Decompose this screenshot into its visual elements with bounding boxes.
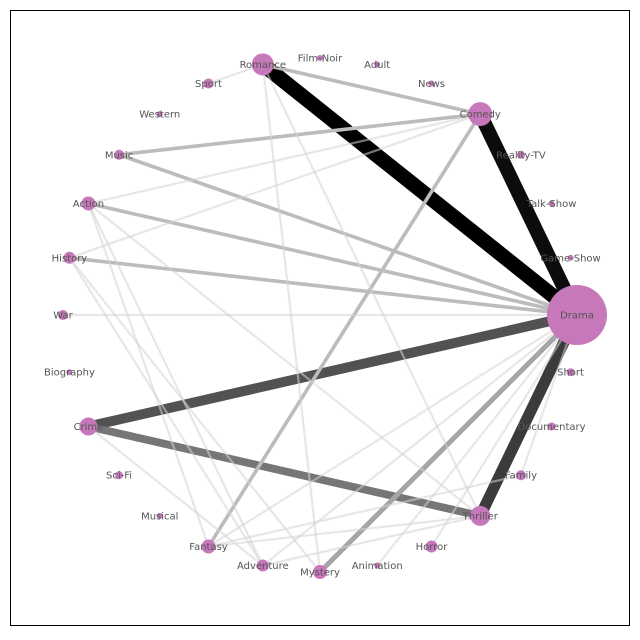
node-music (114, 149, 125, 160)
edge-fantasy-family (208, 474, 522, 548)
node-label-music: Music (105, 150, 133, 161)
edge-romance-comedy (262, 62, 481, 116)
node-label-romance: Romance (240, 60, 286, 71)
node-label-sci-fi: Sci-Fi (106, 471, 132, 482)
node-label-reality-tv: Reality-TV (496, 150, 546, 161)
node-sport (203, 78, 214, 89)
edge-history-adventure (68, 257, 264, 567)
node-mystery (313, 565, 327, 579)
node-documentary (547, 422, 556, 431)
node-fantasy (201, 539, 216, 554)
node-label-documentary: Documentary (518, 422, 586, 433)
node-adventure (256, 559, 269, 572)
node-label-animation: Animation (352, 561, 403, 572)
node-family (515, 470, 526, 481)
node-musical (156, 512, 163, 519)
edge-crime-adventure (87, 425, 264, 567)
edge-layer (63, 58, 584, 574)
edge-drama-comedy (473, 111, 584, 319)
edge-drama-music (118, 153, 578, 317)
edge-comedy-history (69, 113, 481, 259)
node-label-thriller: Thriller (462, 511, 499, 522)
node-label-history: History (52, 253, 88, 264)
node-sci-fi (115, 471, 124, 480)
edge-comedy-fantasy (206, 113, 482, 548)
node-animation (374, 562, 381, 569)
node-horror (425, 540, 438, 553)
node-label-biography: Biography (44, 368, 95, 379)
node-label-adult: Adult (364, 60, 390, 71)
node-label-drama: Drama (560, 311, 594, 322)
node-biography (66, 369, 73, 376)
node-label-talk-show: Talk-Show (526, 199, 577, 210)
edge-comedy-music (118, 112, 481, 157)
node-label-western: Western (139, 110, 180, 121)
node-thriller (470, 505, 491, 526)
edge-romance-mystery (261, 64, 322, 573)
node-label-family: Family (505, 471, 537, 482)
node-label-game-show: Game-Show (540, 253, 600, 264)
node-label-mystery: Mystery (300, 568, 340, 579)
edge-drama-horror (430, 314, 578, 548)
label-layer: Drama Short Documentary Family Thriller Horro… (44, 54, 601, 579)
edge-history-mystery (68, 257, 321, 573)
edge-adventure-thriller (262, 514, 481, 567)
node-label-sport: Sport (195, 79, 222, 90)
node-action (81, 196, 96, 211)
node-label-short: Short (557, 368, 584, 379)
edge-action-thriller (87, 202, 481, 517)
node-label-action: Action (73, 199, 104, 210)
node-film-noir (317, 55, 323, 61)
node-label-adventure: Adventure (237, 561, 289, 572)
node-war (58, 310, 68, 320)
edge-drama-romance (258, 58, 582, 321)
edge-romance-thriller (261, 63, 482, 517)
edge-action-fantasy (87, 203, 210, 547)
edge-drama-history (69, 256, 578, 317)
edge-drama-crime (87, 310, 579, 432)
edge-comedy-action (88, 112, 481, 205)
edge-fantasy-thriller (208, 514, 481, 548)
node-crime (79, 417, 98, 436)
node-short (566, 368, 575, 377)
node-talk-show (548, 200, 555, 207)
node-game-show (567, 254, 574, 261)
node-adult (374, 61, 381, 68)
node-label-musical: Musical (141, 511, 178, 522)
edge-crime-thriller (87, 422, 482, 520)
node-label-war: War (53, 311, 73, 322)
node-western (156, 111, 163, 118)
node-news (428, 80, 435, 87)
node-history (63, 251, 76, 264)
node-label-news: News (418, 79, 445, 90)
node-romance (251, 53, 274, 76)
node-label-comedy: Comedy (460, 110, 501, 121)
edge-action-adventure (87, 203, 264, 567)
node-drama (547, 285, 607, 345)
edge-drama-thriller (475, 312, 583, 519)
node-label-fantasy: Fantasy (189, 542, 228, 553)
node-layer (58, 53, 607, 579)
node-label-crime: Crime (74, 422, 104, 433)
node-comedy (468, 102, 493, 127)
node-label-horror: Horror (416, 542, 449, 553)
node-reality-tv (516, 150, 525, 159)
node-label-film-noir: Film-Noir (298, 54, 343, 65)
